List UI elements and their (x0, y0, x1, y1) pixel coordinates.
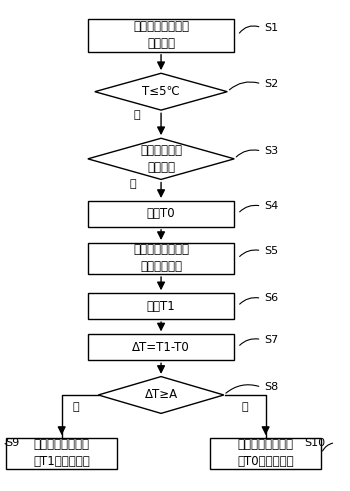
Text: 进入除霜模式，除
霜完成后退出: 进入除霜模式，除 霜完成后退出 (133, 244, 189, 273)
Bar (210, 438, 321, 469)
Bar (88, 334, 234, 360)
Bar (88, 201, 234, 227)
Text: S9: S9 (5, 437, 19, 448)
Text: 是否满足进入
除霜条件: 是否满足进入 除霜条件 (140, 144, 182, 174)
Text: 压缩机的目标频率
为T1对应的频率: 压缩机的目标频率 为T1对应的频率 (33, 438, 90, 468)
Bar (6, 438, 118, 469)
Polygon shape (95, 73, 227, 110)
Text: S10: S10 (304, 437, 325, 448)
Bar (88, 19, 234, 52)
Text: S1: S1 (264, 23, 278, 32)
Text: S3: S3 (264, 146, 278, 156)
Text: S8: S8 (264, 382, 278, 392)
Text: 空调器开启，进入
制热模式: 空调器开启，进入 制热模式 (133, 20, 189, 51)
Bar (88, 243, 234, 274)
Text: S4: S4 (264, 201, 278, 211)
Text: S6: S6 (264, 293, 278, 303)
Text: T≤5℃: T≤5℃ (142, 85, 180, 98)
Text: 检测T1: 检测T1 (147, 300, 175, 313)
Text: 是: 是 (130, 179, 136, 189)
Polygon shape (88, 138, 234, 179)
Text: S2: S2 (264, 79, 278, 89)
Text: 压缩机的目标频率
为T0对应的频率: 压缩机的目标频率 为T0对应的频率 (237, 438, 294, 468)
Text: ΔT≥A: ΔT≥A (145, 388, 177, 402)
Text: S5: S5 (264, 246, 278, 256)
Text: 是: 是 (72, 402, 79, 412)
Text: ΔT=T1-T0: ΔT=T1-T0 (132, 341, 190, 354)
Text: 检测T0: 检测T0 (147, 207, 175, 220)
Polygon shape (98, 377, 224, 413)
Text: S7: S7 (264, 334, 278, 345)
Text: 否: 否 (241, 402, 248, 412)
Bar (88, 293, 234, 319)
Text: 是: 是 (133, 110, 140, 120)
